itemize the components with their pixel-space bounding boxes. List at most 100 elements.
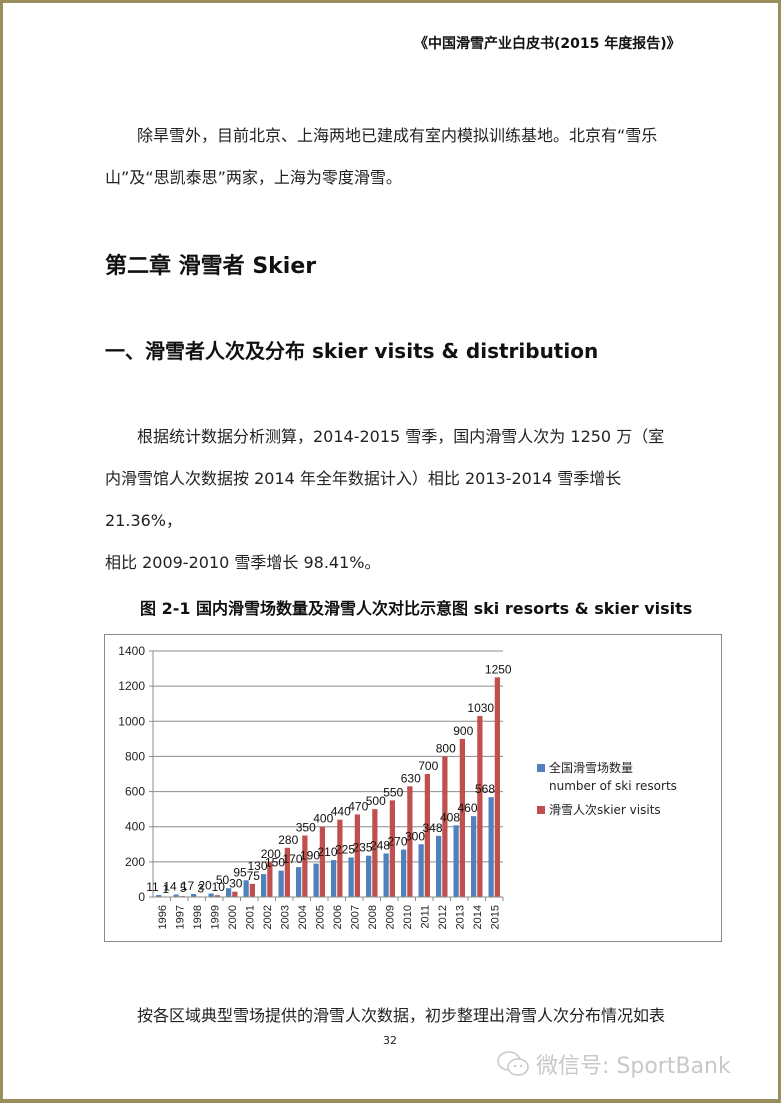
data-label: 630 (401, 771, 421, 785)
data-label: 30 (229, 877, 243, 891)
data-label: 225 (335, 842, 355, 856)
bar-visits (302, 835, 308, 897)
data-label: 5 (180, 881, 187, 895)
legend-item-visits: 滑雪人次skier visits (537, 801, 677, 819)
data-label: 400 (313, 812, 333, 826)
bar-visits (214, 895, 220, 897)
data-label: 408 (440, 810, 460, 824)
x-tick-label: 1996 (157, 905, 169, 929)
running-header: 《中国滑雪产业白皮书(2015 年度报告)》 (414, 36, 681, 52)
data-label: 280 (278, 833, 298, 847)
x-tick-label: 2013 (454, 905, 466, 929)
x-tick-label: 2009 (384, 905, 396, 929)
bar-resorts (331, 860, 337, 897)
bar-visits (442, 756, 448, 897)
legend-item-resorts: 全国滑雪场数量 number of ski resorts (537, 759, 677, 795)
x-tick-label: 2000 (227, 905, 239, 929)
legend-label: 滑雪人次skier visits (549, 803, 661, 817)
paragraph-line: 相比 2009-2010 雪季增长 98.41%。 (105, 553, 381, 572)
y-tick-label: 600 (125, 785, 145, 799)
bar-chart: 0 200 400 600 800 1000 1200 1400 11 1 1996 14 5 1997 1… (104, 634, 722, 942)
x-tick-label: 2005 (314, 905, 326, 929)
bar-visits (407, 786, 413, 897)
data-label: 900 (453, 724, 473, 738)
x-tick-label: 2010 (402, 905, 414, 929)
bar-resorts (348, 857, 354, 897)
chart-canvas: 0 200 400 600 800 1000 1200 1400 11 1 1996 14 5 1997 1… (118, 644, 512, 929)
bar-visits (249, 883, 255, 897)
figure-caption: 图 2-1 国内滑雪场数量及滑雪人次对比示意图 ski resorts & sk… (140, 599, 693, 618)
bar-resorts (296, 867, 302, 897)
bar-resorts (418, 844, 424, 897)
x-tick-label: 2012 (437, 905, 449, 929)
bar-visits (337, 819, 343, 897)
chapter-heading: 第二章 滑雪者 Skier (105, 254, 317, 279)
bar-visits (232, 891, 238, 897)
x-tick-label: 1999 (209, 905, 221, 929)
x-tick-label: 2006 (332, 905, 344, 929)
y-tick-label: 200 (125, 855, 145, 869)
paragraph-indoor-facilities: 除旱雪外，目前北京、上海两地已建成有室内模拟训练基地。北京有“雪乐 山”及“思凯… (105, 115, 695, 199)
bar-visits (354, 814, 360, 897)
bar-visits (459, 738, 465, 897)
watermark-text: 微信号: SportBank (536, 1054, 731, 1079)
x-tick-label: 2008 (367, 905, 379, 929)
x-tick-label: 2007 (349, 905, 361, 929)
paragraph-line: 按各区域典型雪场提供的滑雪人次数据，初步整理出滑雪人次分布情况如表 (137, 1006, 666, 1025)
bar-resorts (453, 825, 459, 897)
x-tick-label: 1997 (174, 905, 186, 929)
bar-resorts (436, 835, 442, 897)
data-label: 550 (383, 785, 403, 799)
bar-resorts (226, 888, 232, 897)
data-label: 500 (366, 794, 386, 808)
paragraph-line: 除旱雪外，目前北京、上海两地已建成有室内模拟训练基地。北京有“雪乐 (137, 126, 658, 145)
data-label: 17 (181, 879, 195, 893)
bar-resorts (191, 894, 197, 897)
paragraph-line: 内滑雪馆人次数据按 2014 年全年数据计入）相比 2013-2014 雪季增长… (105, 469, 622, 530)
x-tick-label: 1998 (192, 905, 204, 929)
data-label: 1030 (467, 701, 494, 715)
y-tick-label: 400 (125, 820, 145, 834)
x-tick-label: 2004 (297, 905, 309, 929)
bar-visits (424, 774, 430, 897)
data-label: 3 (197, 881, 204, 895)
data-label: 248 (370, 838, 390, 852)
data-label: 270 (387, 835, 407, 849)
x-tick-label: 2014 (472, 905, 484, 929)
bar-resorts (156, 895, 162, 897)
bar-resorts (366, 855, 372, 897)
data-label: 1 (162, 882, 169, 896)
section-heading: 一、滑雪者人次及分布 skier visits & distribution (105, 339, 599, 363)
data-label: 568 (475, 782, 495, 796)
y-tick-label: 0 (138, 890, 145, 904)
bar-resorts (488, 797, 494, 897)
data-label: 300 (405, 829, 425, 843)
bar-resorts (261, 874, 267, 897)
y-tick-label: 1200 (118, 679, 145, 693)
data-label: 95 (233, 865, 247, 879)
data-label: 210 (317, 845, 337, 859)
data-label: 75 (247, 869, 261, 883)
data-label: 460 (457, 801, 477, 815)
bar-visits (267, 861, 273, 897)
bar-resorts (173, 894, 179, 897)
bar-visits (319, 826, 325, 897)
x-tick-label: 2002 (262, 905, 274, 929)
chart-legend: 全国滑雪场数量 number of ski resorts 滑雪人次skier … (537, 759, 677, 825)
data-label: 11 (146, 880, 159, 894)
legend-label: 全国滑雪场数量 (549, 761, 634, 775)
bar-resorts (401, 849, 407, 897)
data-label: 348 (422, 821, 442, 835)
bar-resorts (383, 853, 389, 897)
paragraph-line: 根据统计数据分析测算，2014-2015 雪季，国内滑雪人次为 1250 万（室 (137, 427, 665, 446)
y-tick-label: 800 (125, 749, 145, 763)
x-tick-label: 2001 (244, 905, 256, 929)
watermark: 微信号: SportBank (496, 1048, 731, 1080)
bar-resorts (313, 863, 319, 897)
bar-visits (284, 847, 290, 897)
data-label: 700 (418, 759, 438, 773)
x-tick-label: 2015 (489, 905, 501, 929)
bar-resorts (208, 893, 214, 897)
y-tick-label: 1000 (118, 714, 145, 728)
